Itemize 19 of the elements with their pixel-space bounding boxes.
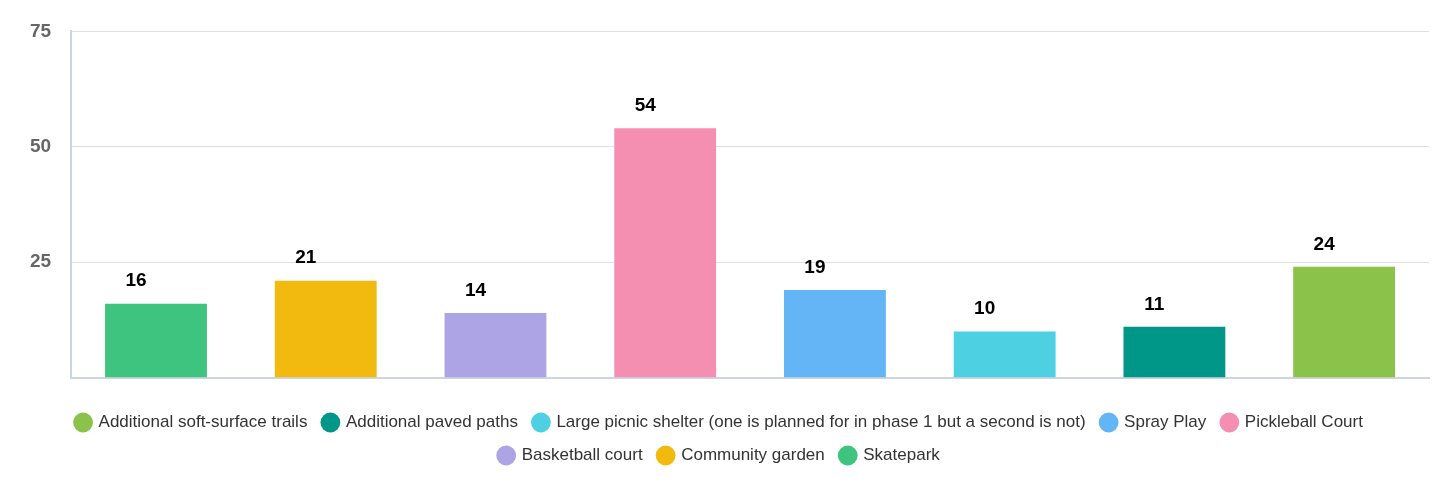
data-label: 54 bbox=[634, 94, 657, 116]
y-tick-label: 50 bbox=[29, 135, 52, 157]
legend-label: Pickleball Court bbox=[1244, 412, 1364, 432]
y-tick-label: 25 bbox=[29, 250, 52, 272]
data-label: 14 bbox=[464, 278, 487, 300]
legend-label: Skatepark bbox=[863, 445, 941, 465]
data-label: 24 bbox=[1313, 232, 1336, 254]
legend-label: Community garden bbox=[681, 445, 825, 465]
legend-label: Additional paved paths bbox=[345, 412, 518, 432]
legend-label: Basketball court bbox=[521, 445, 643, 465]
data-label: 19 bbox=[804, 255, 826, 277]
data-label: 21 bbox=[295, 246, 317, 268]
legend-label: Large picnic shelter (one is planned for in phase 1 but a second is not) bbox=[556, 412, 1086, 432]
data-label: 10 bbox=[974, 297, 996, 319]
legend-label: Spray Play bbox=[1124, 412, 1207, 432]
y-tick-label: 75 bbox=[29, 19, 52, 41]
legend-label: Additional soft-surface trails bbox=[98, 412, 308, 432]
data-label: 16 bbox=[125, 269, 147, 291]
data-label: 11 bbox=[1144, 292, 1165, 314]
